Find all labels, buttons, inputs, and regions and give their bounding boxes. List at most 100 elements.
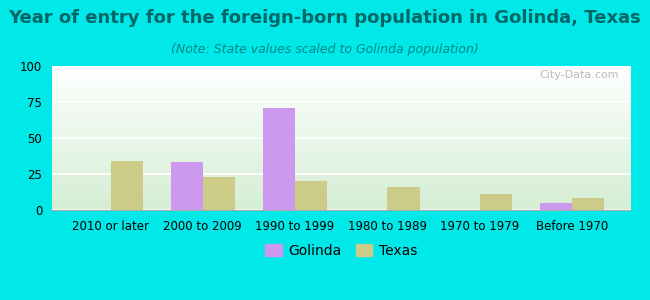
Bar [52, 102, 630, 104]
Bar [52, 180, 630, 181]
Bar [52, 75, 630, 76]
Bar [52, 103, 630, 105]
Bar [52, 80, 630, 82]
Bar [52, 91, 630, 92]
Bar [52, 115, 630, 116]
Bar [52, 172, 630, 174]
Bar [52, 92, 630, 93]
Bar [52, 178, 630, 180]
Bar [52, 163, 630, 164]
Bar [52, 165, 630, 167]
Bar [52, 141, 630, 142]
Bar [52, 161, 630, 163]
Bar [52, 131, 630, 132]
Bar [52, 96, 630, 98]
Bar [52, 132, 630, 134]
Bar [52, 149, 630, 151]
Bar [52, 124, 630, 125]
Bar [52, 207, 630, 208]
Bar [52, 197, 630, 199]
Text: (Note: State values scaled to Golinda population): (Note: State values scaled to Golinda po… [171, 44, 479, 56]
Text: Year of entry for the foreign-born population in Golinda, Texas: Year of entry for the foreign-born popul… [8, 9, 642, 27]
Bar [52, 108, 630, 109]
Legend: Golinda, Texas: Golinda, Texas [259, 238, 423, 263]
Bar [52, 93, 630, 95]
Bar [52, 158, 630, 160]
Bar [170, 163, 203, 210]
Bar [52, 154, 630, 155]
Bar [52, 122, 630, 124]
Bar [52, 183, 630, 184]
Bar [52, 204, 630, 206]
Bar [52, 208, 630, 210]
Bar [52, 199, 630, 200]
Bar [572, 199, 604, 210]
Bar [52, 170, 630, 171]
Bar [52, 73, 630, 75]
Bar [52, 201, 630, 203]
Bar [52, 155, 630, 157]
Bar [52, 147, 630, 148]
Bar [52, 118, 630, 119]
Bar [52, 109, 630, 111]
Bar [52, 112, 630, 113]
Bar [52, 160, 630, 161]
Bar [52, 181, 630, 183]
Bar [52, 129, 630, 131]
Bar [52, 113, 630, 115]
Bar [52, 70, 630, 72]
Bar [52, 203, 630, 204]
Bar [52, 89, 630, 91]
Bar [111, 161, 143, 210]
Bar [52, 69, 630, 70]
Bar [52, 196, 630, 197]
Bar [52, 116, 630, 118]
Bar [52, 134, 630, 135]
Bar [52, 152, 630, 154]
Bar [52, 188, 630, 190]
Bar [52, 125, 630, 127]
Bar [52, 79, 630, 80]
Bar [52, 168, 630, 170]
Bar [52, 105, 630, 106]
Bar [52, 68, 630, 69]
Bar [52, 138, 630, 140]
Bar [52, 171, 630, 172]
Bar [52, 82, 630, 83]
Bar [52, 100, 630, 102]
Bar [52, 136, 630, 138]
Bar [52, 72, 630, 73]
Bar [52, 106, 630, 108]
Bar [263, 108, 295, 210]
Bar [52, 190, 630, 191]
Bar [52, 98, 630, 99]
Bar [52, 128, 630, 129]
Bar [52, 127, 630, 128]
Bar [52, 140, 630, 141]
Bar [52, 66, 630, 68]
Bar [52, 95, 630, 96]
Bar [52, 99, 630, 100]
Bar [52, 174, 630, 176]
Bar [52, 135, 630, 136]
Bar [52, 111, 630, 112]
Bar [387, 187, 420, 210]
Bar [52, 86, 630, 88]
Bar [52, 185, 630, 187]
Bar [52, 177, 630, 178]
Bar [52, 157, 630, 158]
Bar [52, 191, 630, 193]
Bar [52, 194, 630, 196]
Bar [295, 181, 328, 210]
Bar [52, 200, 630, 201]
Bar [52, 85, 630, 86]
Bar [52, 76, 630, 77]
Bar [52, 167, 630, 168]
Bar [52, 83, 630, 85]
Bar [52, 176, 630, 177]
Bar [52, 151, 630, 152]
Bar [52, 88, 630, 89]
Bar [540, 203, 572, 210]
Bar [52, 187, 630, 188]
Bar [52, 121, 630, 122]
